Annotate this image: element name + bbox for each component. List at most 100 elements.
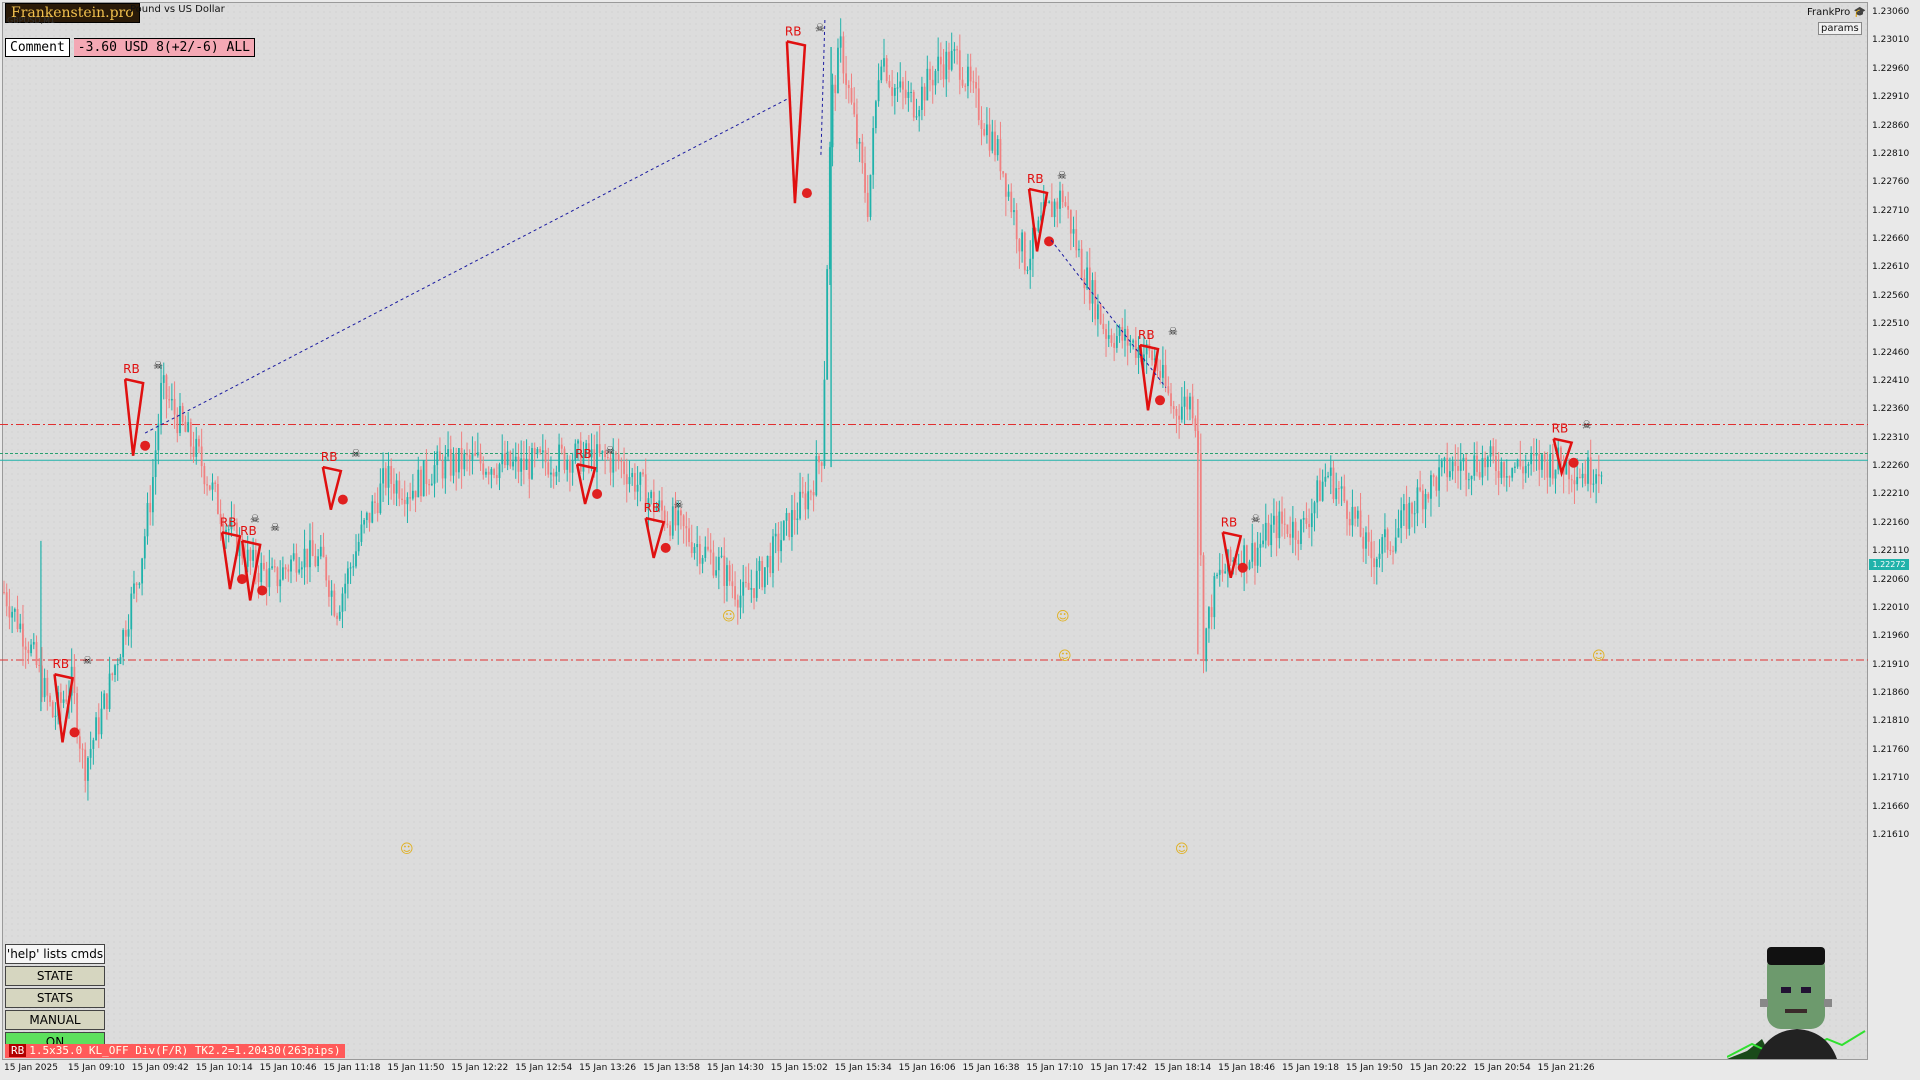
candle-body <box>87 757 89 781</box>
candle-body <box>184 421 187 432</box>
skull-icon: ☠ <box>1251 512 1261 525</box>
candle-body <box>1245 545 1248 570</box>
candle-body <box>1324 476 1327 482</box>
candle-body <box>425 460 428 485</box>
candle-body <box>141 558 143 584</box>
candle-body <box>869 174 872 217</box>
candle-body <box>1086 267 1088 289</box>
candle-body <box>1511 467 1514 478</box>
candle-body <box>504 453 506 466</box>
candle-body <box>328 580 330 597</box>
skull-icon: ☠ <box>153 359 163 372</box>
candle-body <box>420 469 422 497</box>
candle-body <box>1513 466 1516 468</box>
frankenstein-logo[interactable]: Frankenstein.pro <box>5 3 140 23</box>
candle-body <box>1400 510 1403 529</box>
symbol-name: Pound vs US Dollar <box>130 4 225 15</box>
candle-body <box>495 474 498 479</box>
candle-body <box>539 448 542 453</box>
candle-body <box>365 512 368 521</box>
candle-body <box>861 141 864 164</box>
price-chart[interactable]: RB ☠RB ☠RB ☠RB ☠RB ☠ RB ☠RB ☠RB ☠RB ☠RB ☠RB ☠RB ☠☺☺☺ ☺… <box>0 0 1868 1060</box>
manual-button[interactable]: MANUAL <box>5 1010 105 1030</box>
candle-body <box>1151 350 1153 361</box>
candle-body <box>1178 415 1181 420</box>
candle-body <box>160 382 162 424</box>
candle-body <box>652 491 655 511</box>
candle-body <box>1462 457 1465 462</box>
candle-body <box>1430 475 1432 499</box>
sell-marker-icon <box>1237 562 1248 573</box>
candle-body <box>403 499 406 505</box>
candle-body <box>1492 446 1495 456</box>
candle-body <box>804 493 807 510</box>
candle-body <box>200 446 203 467</box>
candle-body <box>948 51 950 70</box>
candle-body <box>809 491 812 493</box>
candle-body <box>666 523 669 526</box>
chart-plot-area[interactable] <box>2 2 1868 1060</box>
candle-body <box>1305 517 1308 524</box>
help-button[interactable]: 'help' lists cmds <box>5 944 105 964</box>
candle-body <box>219 513 222 525</box>
candle-body <box>238 538 241 557</box>
price-tick-label: 1.21910 <box>1872 659 1910 670</box>
params-button[interactable]: params <box>1818 22 1862 35</box>
candle-body <box>550 472 552 475</box>
skull-icon: ☠ <box>351 447 361 460</box>
candle-body <box>1270 524 1273 546</box>
candle-body <box>479 452 482 464</box>
candle-body <box>352 566 355 568</box>
candle-body <box>233 520 236 523</box>
candle-body <box>566 459 569 470</box>
candle-body <box>281 567 284 580</box>
candle-body <box>376 502 379 514</box>
candle-body <box>704 546 707 559</box>
price-tick-label: 1.21710 <box>1872 773 1910 784</box>
candle-body <box>344 583 347 594</box>
candle-body <box>818 456 820 463</box>
candle-body <box>1191 396 1194 419</box>
candle-body <box>1180 406 1183 420</box>
time-axis[interactable]: 15 Jan 2025 15 Jan 09:10 15 Jan 09:42 15 Ja… <box>0 1060 1868 1080</box>
candle-body <box>1289 533 1292 538</box>
time-tick-label: 15 Jan 2025 <box>4 1063 58 1073</box>
candle-body <box>1273 515 1275 525</box>
candle-body <box>1508 476 1511 478</box>
candle-body <box>449 449 452 476</box>
candle-body <box>1259 544 1262 548</box>
candle-body <box>1367 532 1370 542</box>
candle-body <box>214 482 217 484</box>
candle-body <box>257 573 260 583</box>
candle-body <box>1097 304 1099 320</box>
candle-body <box>1040 215 1042 221</box>
rb-signal-label: RB <box>644 501 661 515</box>
candle-body <box>430 483 433 486</box>
candle-body <box>441 460 444 479</box>
candle-body <box>910 91 912 93</box>
candle-body <box>268 568 271 588</box>
candle-body <box>996 139 999 156</box>
candle-body <box>246 549 249 567</box>
candle-body <box>322 546 325 558</box>
state-button[interactable]: STATE <box>5 966 105 986</box>
time-tick-label: 15 Jan 11:50 <box>387 1063 445 1073</box>
candle-body <box>1159 370 1162 378</box>
candle-body <box>501 453 504 465</box>
candle-body <box>842 36 845 74</box>
candle-body <box>395 480 398 494</box>
candle-body <box>35 641 38 666</box>
candle-body <box>647 498 650 511</box>
candle-body <box>192 446 195 457</box>
candle-body <box>956 49 959 51</box>
candle-body <box>1202 555 1205 662</box>
candle-body <box>1354 506 1357 519</box>
price-tick-label: 1.22810 <box>1872 148 1910 159</box>
candle-body <box>880 66 883 81</box>
candle-body <box>856 114 858 144</box>
candle-body <box>991 131 994 151</box>
stats-button[interactable]: STATS <box>5 988 105 1008</box>
price-tick-label: 1.22410 <box>1872 375 1910 386</box>
price-axis[interactable]: 1.23060 1.23010 1.22960 1.22910 1.22860 1.228… <box>1868 0 1920 1060</box>
candle-body <box>950 50 953 70</box>
